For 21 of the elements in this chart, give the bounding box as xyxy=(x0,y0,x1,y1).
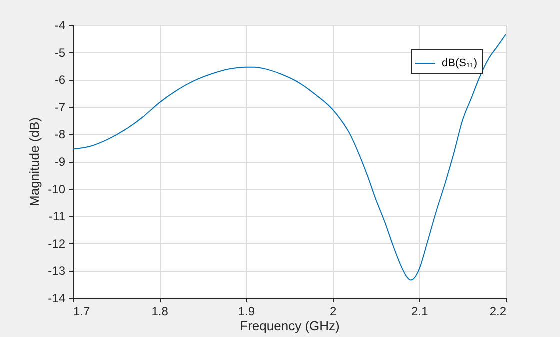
y-tick-label: -4 xyxy=(54,18,66,32)
x-axis-title: Frequency (GHz) xyxy=(240,318,340,334)
y-tick-label: -8 xyxy=(54,128,66,142)
y-tick-label: -5 xyxy=(54,46,66,60)
y-tick-label: -7 xyxy=(54,100,66,114)
y-tick-label: -10 xyxy=(48,182,66,196)
x-tick-label: 2.2 xyxy=(490,304,507,318)
legend-label: dB(S₁₁) xyxy=(442,58,478,70)
line-series xyxy=(73,34,506,281)
y-tick-label: -6 xyxy=(54,73,66,88)
x-tick-label: 2 xyxy=(330,304,337,318)
y-tick-label: -11 xyxy=(49,210,66,224)
y-tick-label: -9 xyxy=(54,155,66,169)
y-axis-title: Magnitude (dB) xyxy=(27,118,42,206)
x-tick-label: 1.8 xyxy=(152,304,169,318)
x-tick-label: 1.9 xyxy=(238,304,256,318)
x-tick-label: 2.1 xyxy=(412,304,429,318)
y-tick-label: -14 xyxy=(48,292,66,306)
y-tick-label: -13 xyxy=(48,264,66,278)
y-tick-label: -12 xyxy=(48,236,66,251)
x-tick-label: 1.7 xyxy=(74,304,91,318)
